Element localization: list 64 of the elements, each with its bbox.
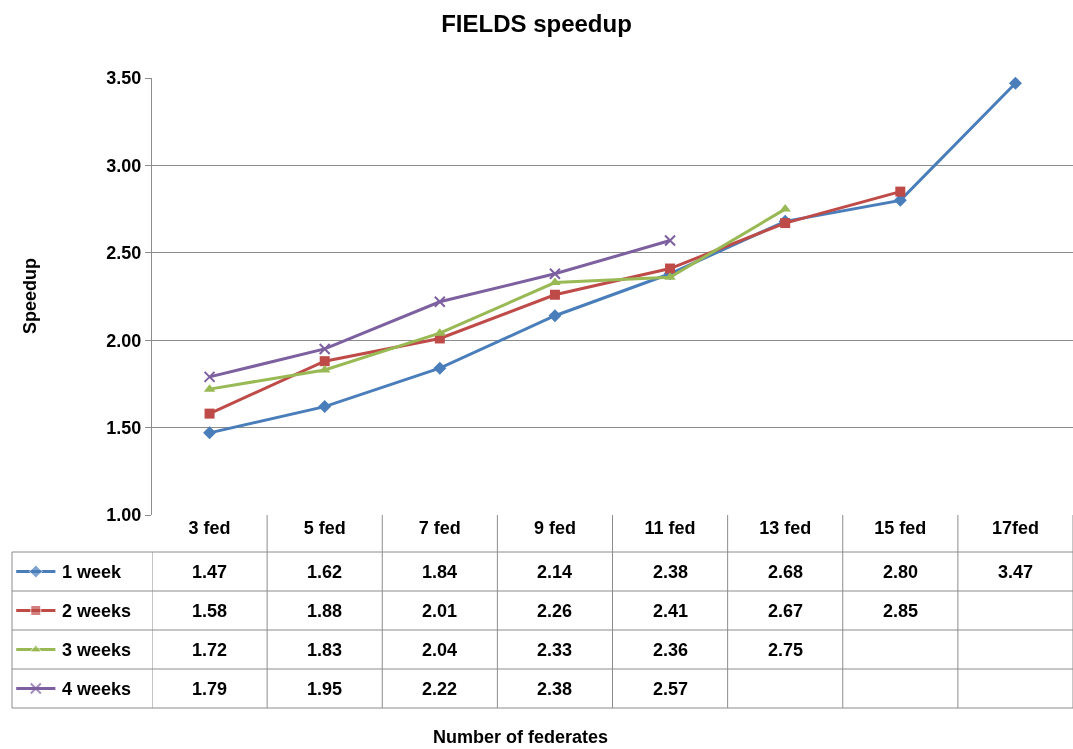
point [318,400,332,414]
data-label: 1.47 [192,562,228,582]
point [319,356,330,367]
data-label: 2.38 [653,562,689,582]
data-label: 1.83 [307,640,343,660]
data-label: 2.57 [653,679,689,699]
data-label: 1.88 [307,601,343,621]
data-label: 2.14 [537,562,573,582]
data-label: 2.80 [883,562,919,582]
data-label: 2.68 [768,562,804,582]
x-tick-label: 3 fed [188,518,231,538]
point [318,342,331,355]
legend-label: 1 week [62,562,123,582]
data-label: 1.84 [422,562,458,582]
point [548,267,561,280]
data-label: 2.36 [653,640,689,660]
data-label: 2.22 [422,679,458,699]
data-label: 1.95 [307,679,343,699]
x-tick-label: 15 fed [874,518,927,538]
y-tick-label: 3.00 [106,155,142,176]
y-tick-label: 1.00 [106,505,142,526]
point [203,426,217,440]
point [549,277,561,286]
point [548,309,562,323]
x-tick-label: 5 fed [303,518,346,538]
point [203,370,216,383]
point [433,295,446,308]
point [780,218,791,229]
y-tick-label: 1.50 [106,417,142,438]
chart-title: FIELDS speedup [441,10,632,38]
legend-label: 2 weeks [62,601,132,621]
data-label: 2.41 [653,601,689,621]
data-label: 2.67 [768,601,804,621]
x-tick-label: 7 fed [418,518,461,538]
y-tick-label: 2.00 [106,330,142,351]
data-label: 1.58 [192,601,228,621]
point [204,408,215,419]
data-label: 2.04 [422,640,458,660]
data-label: 2.75 [768,640,804,660]
data-label: 1.72 [192,640,228,660]
point [433,361,447,375]
data-label: 2.85 [883,601,919,621]
data-label: 2.38 [537,679,573,699]
x-tick-label: 13 fed [759,518,812,538]
point [895,186,906,197]
data-label: 2.01 [422,601,458,621]
point [664,234,677,247]
text: Number of federates [433,727,609,747]
point [665,263,676,274]
data-label: 3.47 [998,562,1034,582]
legend-label: 3 weeks [62,640,132,660]
point [549,289,560,300]
legend-label: 4 weeks [62,679,132,699]
x-tick-label: 9 fed [533,518,576,538]
y-axis-title: Speedup [20,257,40,334]
point [1008,76,1022,90]
data-label: 1.62 [307,562,343,582]
y-tick-label: 2.50 [106,243,142,264]
x-tick-label: 11 fed [644,518,696,538]
data-label: 2.26 [537,601,573,621]
y-tick-label: 3.50 [106,68,142,89]
data-label: 2.33 [537,640,573,660]
x-tick-label: 17fed [991,518,1039,538]
data-label: 1.79 [192,679,228,699]
